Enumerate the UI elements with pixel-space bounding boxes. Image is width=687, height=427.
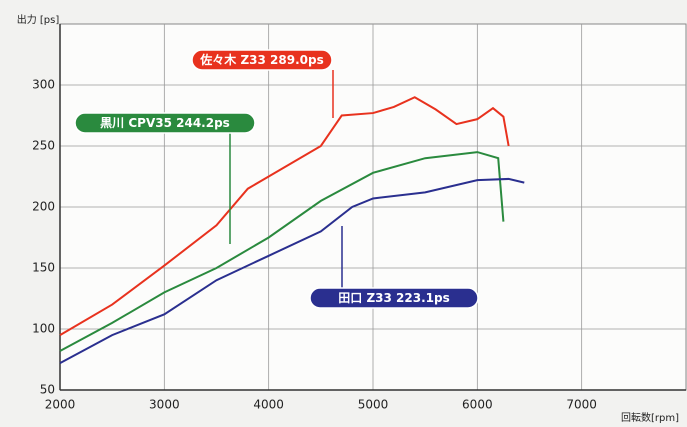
x-tick-label: 3000	[149, 398, 180, 412]
y-tick-label: 100	[32, 322, 55, 336]
y-tick-label: 300	[32, 78, 55, 92]
x-axis-label: 回転数[rpm]	[621, 411, 679, 424]
data-line	[59, 177, 525, 365]
label-box	[74, 112, 256, 134]
x-tick-label: 4000	[253, 398, 284, 412]
series-label: 田口 Z33 223.1ps	[338, 291, 449, 305]
y-tick-label: 150	[32, 261, 55, 275]
series-label: 黒川 CPV35 244.2ps	[100, 116, 230, 130]
y-tick-label: 250	[32, 139, 55, 153]
data-line	[59, 151, 505, 352]
x-tick-label: 7000	[566, 398, 597, 412]
x-tick-label: 5000	[358, 398, 389, 412]
y-tick-label: 50	[40, 383, 55, 397]
data-line	[59, 96, 510, 336]
series-label: 佐々木 Z33 289.0ps	[199, 52, 323, 67]
label-box	[191, 49, 333, 71]
label-box	[309, 287, 479, 309]
y-tick-label: 200	[32, 200, 55, 214]
x-tick-label: 2000	[45, 398, 76, 412]
y-axis-label: 出力 [ps]	[17, 13, 60, 26]
x-tick-label: 6000	[462, 398, 493, 412]
